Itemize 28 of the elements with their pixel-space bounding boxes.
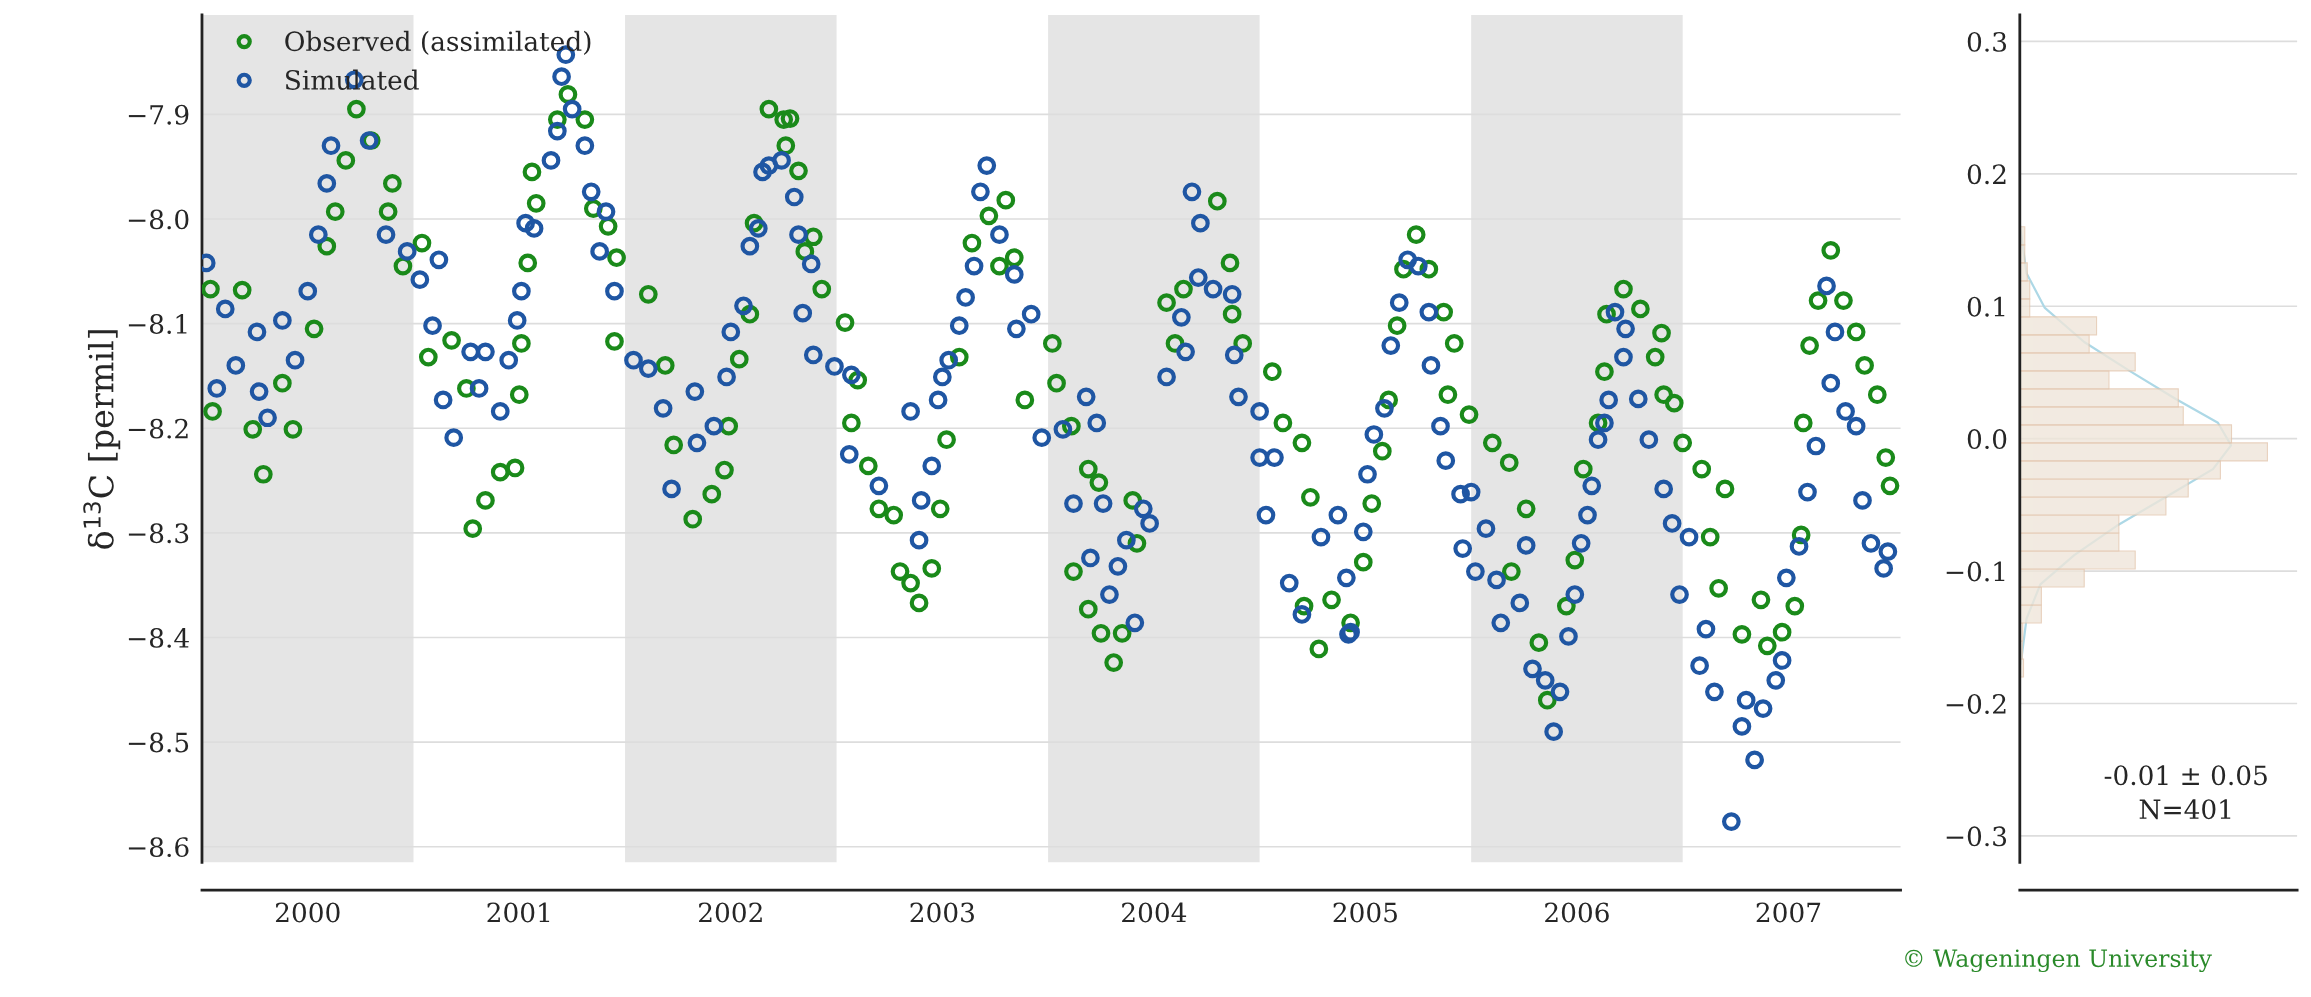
- y-tick-label: 0.2: [1967, 164, 2006, 185]
- x-tick-label: 2000: [275, 902, 340, 923]
- y-tick-label: −0.2: [1946, 693, 2006, 714]
- y-tick-label: −8.0: [128, 209, 189, 230]
- y-tick-label: −7.9: [128, 104, 189, 125]
- x-tick-label: 2006: [1545, 902, 1609, 923]
- annotation: -0.01 ± 0.05: [2104, 765, 2267, 786]
- x-tick-label: 2005: [1333, 902, 1397, 923]
- y-tick-label: −8.4: [128, 627, 189, 648]
- annotation: N=401: [2139, 799, 2231, 820]
- y-tick-label: 0.3: [1967, 31, 2007, 52]
- x-tick-label: 2003: [910, 902, 974, 923]
- y-tick-label: −8.2: [128, 418, 188, 439]
- y-tick-label: 0.1: [1967, 296, 2005, 317]
- y-tick-label: 0.0: [1967, 429, 2007, 450]
- y-tick-label: −0.3: [1946, 826, 2007, 847]
- y-axis-title: δ$^{13}$C [permil]: [83, 330, 121, 549]
- text: © Wageningen University: [1905, 949, 2212, 973]
- y-tick-label: −8.5: [128, 732, 189, 753]
- x-tick-label: 2004: [1122, 902, 1187, 923]
- y-tick-label: −8.6: [128, 837, 189, 858]
- legend-label: Observed (assimilated): [285, 30, 591, 55]
- x-tick-label: 2001: [487, 902, 550, 923]
- x-tick-label: 2007: [1756, 902, 1821, 923]
- x-tick-label: 2002: [699, 902, 762, 923]
- y-tick-label: −0.1: [1946, 561, 2005, 582]
- y-tick-label: −8.3: [128, 523, 189, 544]
- y-tick-label: −8.1: [128, 314, 187, 334]
